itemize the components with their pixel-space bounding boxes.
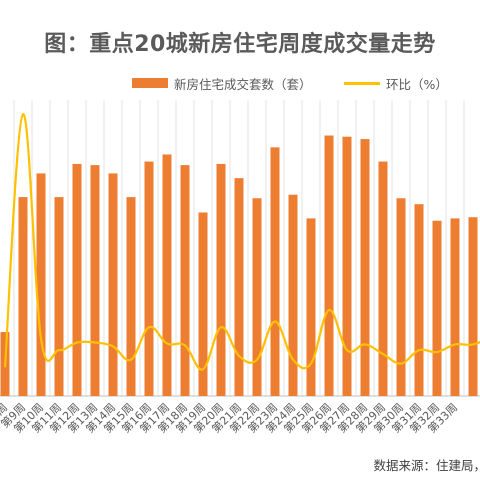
legend-item-line: 环比（%） — [344, 73, 448, 93]
bar — [432, 220, 442, 396]
bar — [72, 163, 82, 396]
bar — [324, 135, 334, 396]
bar — [54, 197, 64, 396]
source-note: 数据来源：住建局， — [373, 458, 480, 473]
bar — [270, 147, 280, 396]
bar — [378, 161, 388, 396]
bar — [180, 165, 190, 396]
legend-swatch-line — [344, 81, 380, 85]
bar — [198, 212, 208, 396]
bar — [36, 173, 46, 396]
bar — [342, 136, 352, 397]
line-series-huanbi — [3, 113, 480, 371]
legend-label-bar: 新房住宅成交套数（套） — [174, 76, 312, 92]
bar — [18, 197, 28, 396]
legend-swatch-bar — [132, 78, 168, 88]
bar — [414, 204, 424, 396]
bar — [288, 194, 298, 396]
bar — [216, 163, 226, 396]
bar — [126, 197, 136, 396]
bar — [306, 218, 316, 396]
legend-item-bar: 新房住宅成交套数（套） — [132, 73, 312, 93]
bar — [396, 198, 406, 396]
bar — [144, 161, 154, 396]
bar — [252, 198, 262, 396]
bar — [468, 217, 478, 396]
bar — [162, 154, 172, 396]
bar — [234, 178, 244, 396]
bar — [90, 165, 100, 396]
chart-title: 图：重点20城新房住宅周度成交量走势 — [44, 32, 436, 57]
bar — [108, 173, 118, 396]
legend: 新房住宅成交套数（套） 环比（%） — [0, 73, 480, 93]
bar — [360, 139, 370, 396]
legend-label-line: 环比（%） — [386, 76, 448, 92]
bar — [450, 218, 460, 396]
